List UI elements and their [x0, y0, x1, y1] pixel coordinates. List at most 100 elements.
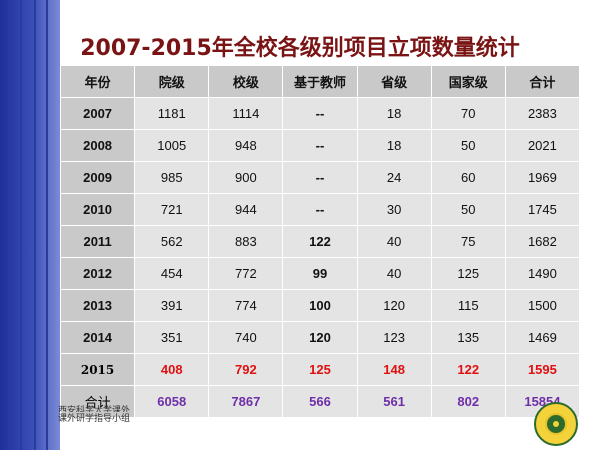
header-cell: 省级 — [356, 65, 432, 98]
table-total-row: 合计 6058 7867 566 561 802 15854 — [59, 385, 581, 418]
table-cell: 391 — [134, 289, 210, 322]
emblem-inner — [545, 413, 567, 435]
table-cell: 2021 — [504, 129, 581, 162]
table-cell: 1005 — [134, 129, 210, 162]
table-cell: 1181 — [134, 97, 210, 130]
header-cell: 院级 — [134, 65, 210, 98]
header-cell: 校级 — [208, 65, 284, 98]
year-cell: 2009 — [59, 161, 136, 194]
decorative-stripe — [46, 0, 48, 450]
table-row: 2008 1005 948 -- 18 50 2021 — [59, 129, 581, 162]
total-label-cell: 合计 — [59, 385, 136, 418]
table-cell: 721 — [134, 193, 210, 226]
table-cell: 774 — [208, 289, 284, 322]
table-cell: -- — [282, 161, 358, 194]
year-cell: 2012 — [59, 257, 136, 290]
table-cell: 792 — [208, 353, 284, 386]
table-cell: 561 — [356, 385, 432, 418]
header-cell: 合计 — [504, 65, 581, 98]
table-row: 2010 721 944 -- 30 50 1745 — [59, 193, 581, 226]
table-cell: 1682 — [504, 225, 581, 258]
table-cell: 40 — [356, 225, 432, 258]
header-cell: 国家级 — [430, 65, 506, 98]
table-cell: 1595 — [504, 353, 581, 386]
table-row: 2011 562 883 122 40 75 1682 — [59, 225, 581, 258]
table-cell: 351 — [134, 321, 210, 354]
table-cell: 2383 — [504, 97, 581, 130]
table-cell: 1490 — [504, 257, 581, 290]
table-cell: 1969 — [504, 161, 581, 194]
table-cell: 18 — [356, 129, 432, 162]
table-row: 2014 351 740 120 123 135 1469 — [59, 321, 581, 354]
table-cell: 1500 — [504, 289, 581, 322]
year-cell: 2008 — [59, 129, 136, 162]
table-cell: 120 — [282, 321, 358, 354]
table-cell: 100 — [282, 289, 358, 322]
decorative-stripe — [34, 0, 36, 450]
table-cell: 985 — [134, 161, 210, 194]
table-cell: 60 — [430, 161, 506, 194]
table-cell: 115 — [430, 289, 506, 322]
statistics-table: 年份 院级 校级 基于教师 省级 国家级 合计 2007 1181 1114 -… — [59, 65, 581, 418]
year-cell: 2015 — [59, 353, 136, 386]
left-sidebar-decoration — [0, 0, 60, 450]
table-cell: 120 — [356, 289, 432, 322]
table-cell: 135 — [430, 321, 506, 354]
header-cell: 基于教师 — [282, 65, 358, 98]
table-cell: 125 — [430, 257, 506, 290]
emblem-center — [553, 421, 559, 427]
decorative-stripe — [8, 0, 10, 450]
table-cell: 772 — [208, 257, 284, 290]
table-header-row: 年份 院级 校级 基于教师 省级 国家级 合计 — [59, 65, 581, 98]
table-row: 2007 1181 1114 -- 18 70 2383 — [59, 97, 581, 130]
table-cell: 148 — [356, 353, 432, 386]
table-cell: 562 — [134, 225, 210, 258]
year-cell: 2007 — [59, 97, 136, 130]
year-cell: 2010 — [59, 193, 136, 226]
table-cell: 1114 — [208, 97, 284, 130]
table-cell: 944 — [208, 193, 284, 226]
table-cell: 75 — [430, 225, 506, 258]
footer-line: 课外研学指导小组 — [58, 414, 131, 424]
table-cell: 70 — [430, 97, 506, 130]
header-cell: 年份 — [59, 65, 136, 98]
table-cell: 24 — [356, 161, 432, 194]
year-cell: 2014 — [59, 321, 136, 354]
table-cell: 740 — [208, 321, 284, 354]
table-cell: -- — [282, 129, 358, 162]
table-cell: 1745 — [504, 193, 581, 226]
footer-caption: 西安科学大学课外 课外研学指导小组 — [58, 404, 168, 427]
year-cell: 2013 — [59, 289, 136, 322]
slide-title: 2007-2015年全校各级别项目立项数量统计 — [80, 36, 520, 61]
table-cell: 125 — [282, 353, 358, 386]
table-cell: 50 — [430, 193, 506, 226]
table-cell: 50 — [430, 129, 506, 162]
footer-line-partial: 西安科学大学课外 — [58, 406, 131, 412]
table-cell: 30 — [356, 193, 432, 226]
table-cell: 408 — [134, 353, 210, 386]
table-row-highlight: 2015 408 792 125 148 122 1595 — [59, 353, 581, 386]
table-cell: 122 — [430, 353, 506, 386]
decorative-stripe — [20, 0, 22, 450]
table-cell: 900 — [208, 161, 284, 194]
table-cell: 123 — [356, 321, 432, 354]
table-cell: 802 — [430, 385, 506, 418]
table-cell: 40 — [356, 257, 432, 290]
table-cell: 18 — [356, 97, 432, 130]
table-cell: -- — [282, 97, 358, 130]
table-cell: 948 — [208, 129, 284, 162]
table-cell: -- — [282, 193, 358, 226]
table-cell: 454 — [134, 257, 210, 290]
year-cell: 2011 — [59, 225, 136, 258]
table-cell: 99 — [282, 257, 358, 290]
table-cell: 883 — [208, 225, 284, 258]
table-row: 2012 454 772 99 40 125 1490 — [59, 257, 581, 290]
table-cell: 7867 — [208, 385, 284, 418]
table-row: 2009 985 900 -- 24 60 1969 — [59, 161, 581, 194]
table-cell: 6058 — [134, 385, 210, 418]
table-cell: 566 — [282, 385, 358, 418]
table-row: 2013 391 774 100 120 115 1500 — [59, 289, 581, 322]
university-emblem-icon — [534, 402, 578, 446]
table-cell: 122 — [282, 225, 358, 258]
table-cell: 1469 — [504, 321, 581, 354]
